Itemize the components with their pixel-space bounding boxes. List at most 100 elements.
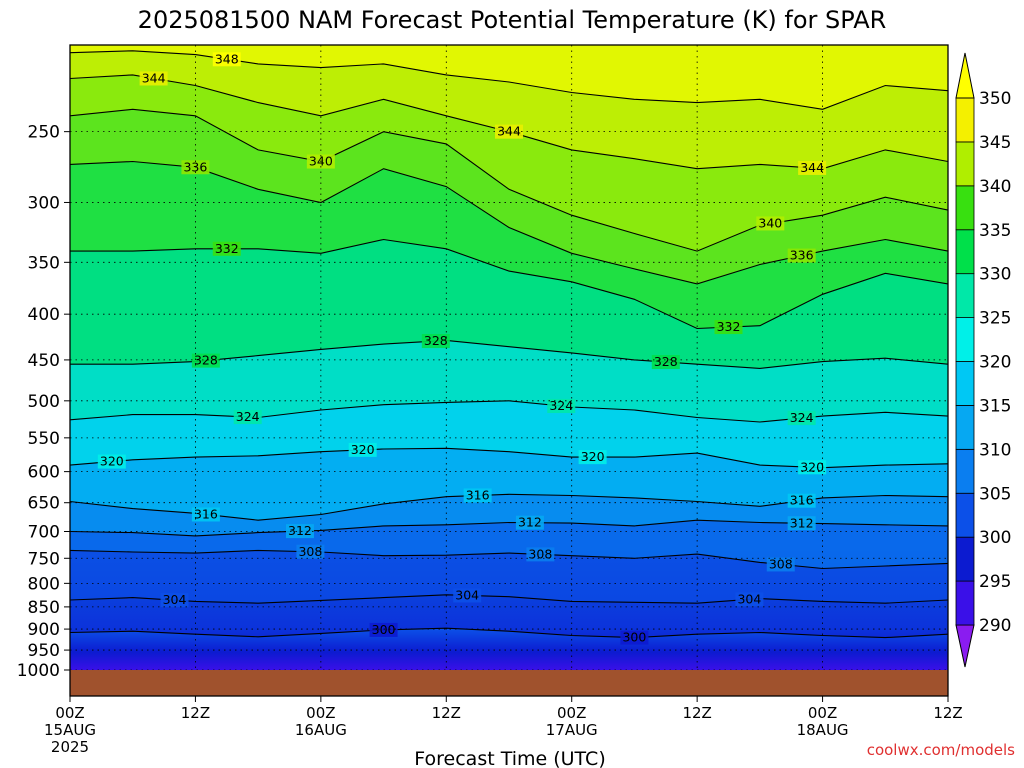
colorbar-label: 330 <box>979 265 1011 285</box>
contour-label-344: 344 <box>142 70 166 85</box>
contour-label-bg <box>766 557 795 572</box>
contour-label-304: 304 <box>455 587 479 602</box>
y-tick-label: 850 <box>28 598 60 618</box>
colorbar-label: 295 <box>979 572 1011 592</box>
contour-label-bg <box>714 320 743 335</box>
surface-ground <box>70 670 948 696</box>
contour-label-bg <box>798 460 827 475</box>
contour-label-bg <box>495 124 523 139</box>
contour-label-332: 332 <box>717 319 741 334</box>
contour-label-316: 316 <box>466 487 490 502</box>
colorbar-segment <box>955 492 975 538</box>
contour-label-bg <box>296 544 325 559</box>
plot-area: 3483443443443403403363363323323283283283… <box>69 44 949 697</box>
y-tick-label: 650 <box>28 494 60 514</box>
contour-label-bg <box>97 454 126 469</box>
contour-304 <box>70 594 948 604</box>
y-axis: 2503003504004505005506006507007508008509… <box>17 123 70 681</box>
contour-label-324: 324 <box>236 409 260 424</box>
contour-label-328: 328 <box>654 354 678 369</box>
y-tick-label: 550 <box>28 429 60 449</box>
y-tick-label: 950 <box>28 641 60 661</box>
contour-label-bg <box>463 488 492 503</box>
contour-label-bg <box>787 411 816 426</box>
contour-label-bg <box>212 241 241 256</box>
colorbar: 290 295 300 305 310 315 320 325 330 335 340 345 350 <box>955 52 1011 668</box>
contour-label-bg <box>233 410 262 425</box>
contour-label-bg <box>756 216 785 231</box>
colorbar-label: 325 <box>979 309 1011 329</box>
colorbar-label: 310 <box>979 440 1011 460</box>
contour-label-312: 312 <box>518 515 542 530</box>
colorbar-segment <box>955 273 975 318</box>
contour-label-300: 300 <box>622 630 646 645</box>
colorbar-label: 345 <box>979 133 1011 153</box>
x-tick-label: 12Z <box>933 704 962 722</box>
colorbar-segment <box>955 405 975 450</box>
x-tick-label: 17AUG <box>546 721 598 739</box>
x-tick-label: 18AUG <box>797 721 849 739</box>
colorbar-segment <box>955 361 975 406</box>
contour-label-bg <box>620 630 649 645</box>
colorbar-label: 300 <box>979 528 1011 548</box>
contour-300 <box>70 627 948 639</box>
contour-label-bg <box>369 622 398 637</box>
contour-label-bg <box>160 593 189 608</box>
contour-label-312: 312 <box>790 515 814 530</box>
x-tick-label: 2025 <box>51 738 89 756</box>
contour-label-bg <box>515 515 544 530</box>
contour-label-bg <box>735 592 764 607</box>
contour-label-bg <box>285 524 314 539</box>
y-tick-label: 450 <box>28 351 60 371</box>
x-axis-label: Forecast Time (UTC) <box>414 748 605 768</box>
y-tick-label: 1000 <box>17 661 60 681</box>
colorbar-label: 340 <box>979 177 1011 197</box>
y-tick-label: 800 <box>28 574 60 594</box>
colorbar-segment <box>955 141 975 187</box>
contour-label-308: 308 <box>769 556 793 571</box>
y-tick-label: 400 <box>28 305 60 325</box>
theta-bands <box>70 45 948 638</box>
contour-label-bg <box>798 160 827 175</box>
x-tick-label: 00Z <box>306 704 335 722</box>
y-tick-label: 600 <box>28 463 60 483</box>
colorbar-segment <box>955 229 975 275</box>
contour-label-320: 320 <box>100 454 124 469</box>
colorbar-label: 305 <box>979 484 1011 504</box>
contour-label-308: 308 <box>298 544 322 559</box>
contour-label-bg <box>453 588 482 603</box>
x-tick-label: 00Z <box>808 704 837 722</box>
contour-label-bg <box>191 507 220 522</box>
contour-label-304: 304 <box>737 591 761 606</box>
contour-340 <box>70 108 948 252</box>
contour-308 <box>70 549 948 570</box>
contour-label-340: 340 <box>758 215 782 230</box>
contour-label-328: 328 <box>424 333 448 348</box>
x-tick-label: 15AUG <box>44 721 96 739</box>
y-tick-label: 500 <box>28 392 60 412</box>
contour-label-336: 336 <box>790 248 814 263</box>
contour-label-332: 332 <box>215 241 239 256</box>
x-tick-label: 12Z <box>682 704 711 722</box>
y-tick-label: 750 <box>28 549 60 569</box>
contour-label-324: 324 <box>549 398 573 413</box>
contour-label-bg <box>348 442 377 457</box>
contour-label-316: 316 <box>790 493 814 508</box>
contour-label-bg <box>191 353 220 368</box>
contour-label-344: 344 <box>800 160 824 175</box>
x-tick-label: 16AUG <box>295 721 347 739</box>
y-tick-label: 250 <box>28 123 60 143</box>
contour-label-348: 348 <box>215 51 239 66</box>
contour-label-344: 344 <box>497 124 521 139</box>
colorbar-segment <box>955 536 975 582</box>
contour-label-bg <box>787 516 816 531</box>
y-tick-label: 300 <box>28 193 60 213</box>
contour-label-324: 324 <box>790 410 814 425</box>
colorbar-label: 315 <box>979 396 1011 416</box>
colorbar-segment <box>955 97 975 143</box>
contour-label-bg <box>578 450 607 465</box>
contour-label-bg <box>547 398 576 413</box>
chart-title: 2025081500 NAM Forecast Potential Temper… <box>138 6 887 34</box>
y-tick-label: 900 <box>28 620 60 640</box>
contour-label-308: 308 <box>528 546 552 561</box>
